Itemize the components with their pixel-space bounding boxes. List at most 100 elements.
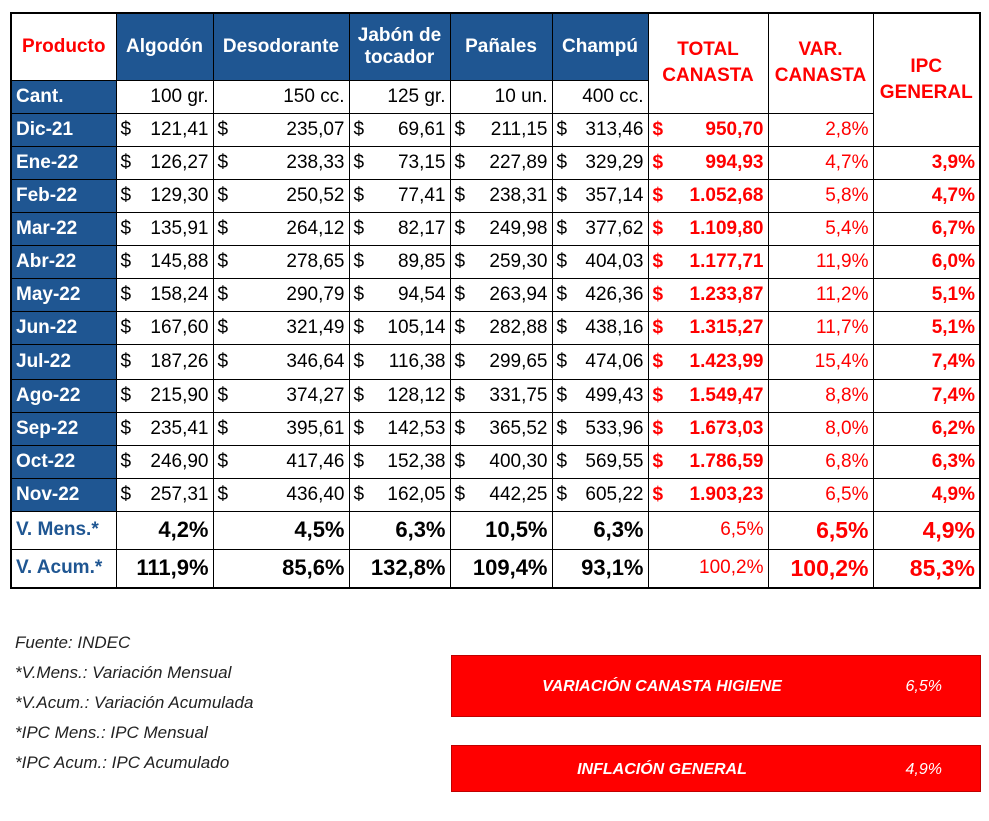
currency-symbol: $ <box>454 483 466 505</box>
price-cell: $77,41 <box>348 178 451 213</box>
price-cell: $400,30 <box>449 444 553 479</box>
row-month: Jun-22 <box>10 310 117 345</box>
price-cell: $121,41 <box>115 112 214 147</box>
amount: 278,65 <box>286 250 345 272</box>
currency-symbol: $ <box>120 250 132 272</box>
price-cell: $426,36 <box>551 277 649 312</box>
price-cell: $235,41 <box>115 411 214 446</box>
total-canasta-cell: $1.177,71 <box>647 244 769 279</box>
amount: 400,30 <box>489 450 548 472</box>
price-cell: $278,65 <box>212 244 350 279</box>
price-cell: $417,46 <box>212 444 350 479</box>
currency-symbol: $ <box>652 417 664 439</box>
header-row: Producto Algodón Desodorante Jabón de to… <box>10 12 981 147</box>
amount: 73,15 <box>397 151 446 173</box>
var-canasta-cell: 2,8% <box>767 112 874 147</box>
summary-value: 111,9% <box>115 548 214 589</box>
price-cell: $126,27 <box>115 145 214 180</box>
var-canasta-cell: 15,4% <box>767 343 874 380</box>
inflacion-general-label: INFLACIÓN GENERAL <box>577 761 747 778</box>
summary-value: 132,8% <box>348 548 451 589</box>
currency-symbol: $ <box>652 118 664 140</box>
price-cell: $299,65 <box>449 343 553 380</box>
ipc-general-cell: 5,1% <box>872 310 981 345</box>
table-row: Dic-21 $121,41 $235,07 $69,61 $211,15 $313,46… <box>10 112 980 147</box>
amount: 215,90 <box>150 384 209 406</box>
summary-value: 4,2% <box>115 510 214 550</box>
price-cell: $290,79 <box>212 277 350 312</box>
currency-symbol: $ <box>556 217 568 239</box>
header-var-canasta: VAR. CANASTA <box>767 12 874 114</box>
currency-symbol: $ <box>353 151 365 173</box>
currency-symbol: $ <box>454 384 466 406</box>
currency-symbol: $ <box>217 118 229 140</box>
currency-symbol: $ <box>652 350 664 372</box>
var-canasta-cell: 8,8% <box>767 378 874 413</box>
amount: 249,98 <box>489 217 548 239</box>
amount: 1.786,59 <box>689 450 764 472</box>
price-cell: $152,38 <box>348 444 451 479</box>
currency-symbol: $ <box>652 450 664 472</box>
price-cell: $264,12 <box>212 211 350 246</box>
variacion-canasta-value: 6,5% <box>905 678 942 695</box>
currency-symbol: $ <box>652 384 664 406</box>
amount: 1.673,03 <box>689 417 764 439</box>
amount: 167,60 <box>150 316 209 338</box>
amount: 142,53 <box>387 417 446 439</box>
price-cell: $605,22 <box>551 477 649 512</box>
currency-symbol: $ <box>353 316 365 338</box>
amount: 313,46 <box>585 118 644 140</box>
currency-symbol: $ <box>120 483 132 505</box>
currency-symbol: $ <box>652 250 664 272</box>
amount: 395,61 <box>286 417 345 439</box>
ipc-general-cell: 7,4% <box>872 378 981 413</box>
currency-symbol: $ <box>217 316 229 338</box>
price-cell: $89,85 <box>348 244 451 279</box>
var-canasta-cell: 11,7% <box>767 310 874 345</box>
hygiene-basket-table: Producto Algodón Desodorante Jabón de to… <box>10 12 981 589</box>
total-canasta-cell: $1.109,80 <box>647 211 769 246</box>
total-canasta-cell: $1.786,59 <box>647 444 769 479</box>
table-row: Jul-22 $187,26 $346,64 $116,38 $299,65 $474,0… <box>10 343 981 380</box>
table-row: May-22 $158,24 $290,79 $94,54 $263,94 $426,36… <box>10 277 981 312</box>
cant-value: 10 un. <box>449 79 553 114</box>
amount: 263,94 <box>489 283 548 305</box>
amount: 329,29 <box>585 151 644 173</box>
amount: 290,79 <box>286 283 345 305</box>
currency-symbol: $ <box>353 483 365 505</box>
amount: 331,75 <box>489 384 548 406</box>
var-canasta-cell: 4,7% <box>767 145 874 180</box>
currency-symbol: $ <box>652 217 664 239</box>
currency-symbol: $ <box>556 417 568 439</box>
price-cell: $135,91 <box>115 211 214 246</box>
var-canasta-cell: 11,9% <box>767 244 874 279</box>
table-row: Ago-22 $215,90 $374,27 $128,12 $331,75 $499,4… <box>10 378 981 413</box>
price-cell: $474,06 <box>551 343 649 380</box>
amount: 162,05 <box>387 483 446 505</box>
price-cell: $329,29 <box>551 145 649 180</box>
currency-symbol: $ <box>217 184 229 206</box>
currency-symbol: $ <box>353 250 365 272</box>
summary-value: 6,3% <box>551 510 649 550</box>
currency-symbol: $ <box>652 483 664 505</box>
amount: 89,85 <box>397 250 446 272</box>
price-cell: $82,17 <box>348 211 451 246</box>
amount: 129,30 <box>150 184 209 206</box>
ipc-general-cell: 3,9% <box>872 145 981 180</box>
header-product-jabon: Jabón de tocador <box>348 12 451 81</box>
currency-symbol: $ <box>217 450 229 472</box>
amount: 259,30 <box>489 250 548 272</box>
amount: 377,62 <box>585 217 644 239</box>
currency-symbol: $ <box>454 350 466 372</box>
summary-var: 6,5% <box>767 510 874 550</box>
amount: 357,14 <box>585 184 644 206</box>
currency-symbol: $ <box>217 350 229 372</box>
currency-symbol: $ <box>217 283 229 305</box>
ipc-general-cell: 4,7% <box>872 178 981 213</box>
price-cell: $142,53 <box>348 411 451 446</box>
note-ipc-mens: *IPC Mens.: IPC Mensual <box>15 723 208 742</box>
price-cell: $257,31 <box>115 477 214 512</box>
price-cell: $94,54 <box>348 277 451 312</box>
amount: 365,52 <box>489 417 548 439</box>
